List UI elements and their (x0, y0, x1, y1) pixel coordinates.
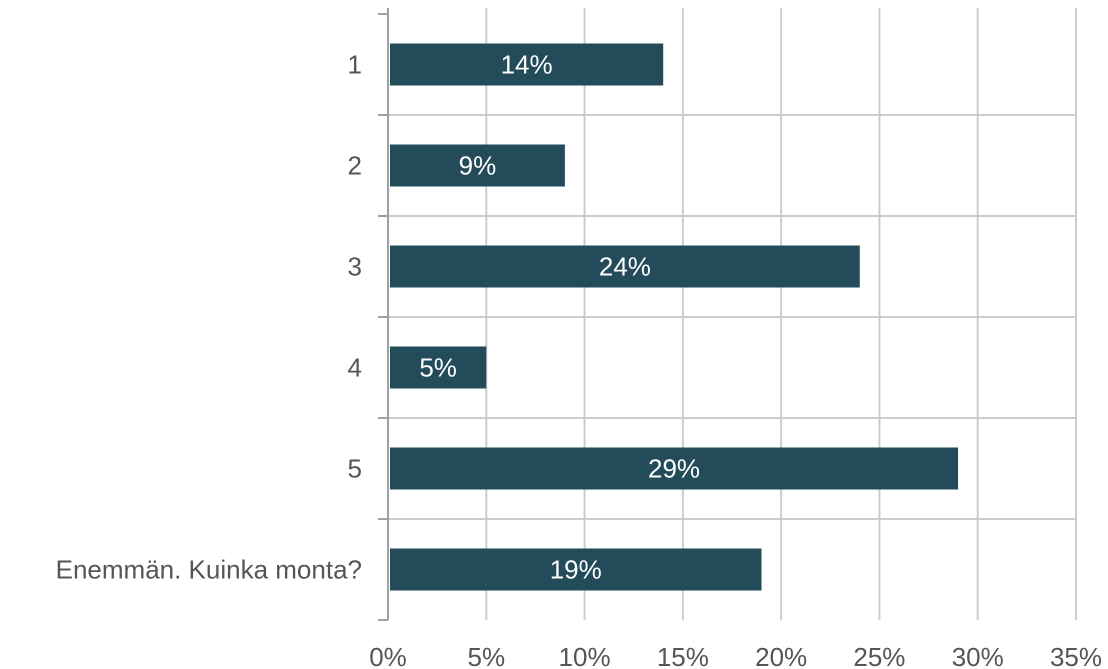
category-label-1: 1 (348, 50, 362, 80)
data-label-1: 14% (501, 50, 553, 80)
bar-6 (390, 548, 762, 591)
x-tick-labels: 0% 5% 10% 15% 20% 25% 30% 35% (369, 642, 1102, 669)
category-labels: 1 2 3 4 5 Enemmän. Kuinka monta? (56, 50, 362, 585)
bars (390, 43, 959, 591)
bar-5 (390, 447, 959, 490)
grid-lines (388, 8, 1077, 620)
data-label-2: 9% (459, 151, 497, 181)
x-tick-label-25: 25% (853, 642, 905, 669)
data-labels: 14% 9% 24% 5% 29% 19% (419, 50, 700, 585)
x-tick-label-0: 0% (369, 642, 407, 669)
category-label-2: 2 (348, 151, 362, 181)
category-label-4: 4 (348, 353, 362, 383)
x-tick-label-10: 10% (559, 642, 611, 669)
category-label-5: 5 (348, 454, 362, 484)
x-tick-label-35: 35% (1050, 642, 1102, 669)
bar-4 (390, 346, 487, 389)
x-tick-label-20: 20% (755, 642, 807, 669)
x-tick-label-5: 5% (467, 642, 505, 669)
data-label-6: 19% (550, 555, 602, 585)
x-tick-label-30: 30% (952, 642, 1004, 669)
bar-1 (390, 43, 664, 86)
data-label-3: 24% (599, 252, 651, 282)
y-axis (378, 8, 389, 621)
bar-2 (390, 144, 565, 187)
bar-3 (390, 245, 860, 288)
category-label-3: 3 (348, 252, 362, 282)
category-label-6: Enemmän. Kuinka monta? (56, 555, 362, 585)
data-label-5: 29% (648, 454, 700, 484)
x-tick-label-15: 15% (657, 642, 709, 669)
data-label-4: 5% (419, 353, 457, 383)
